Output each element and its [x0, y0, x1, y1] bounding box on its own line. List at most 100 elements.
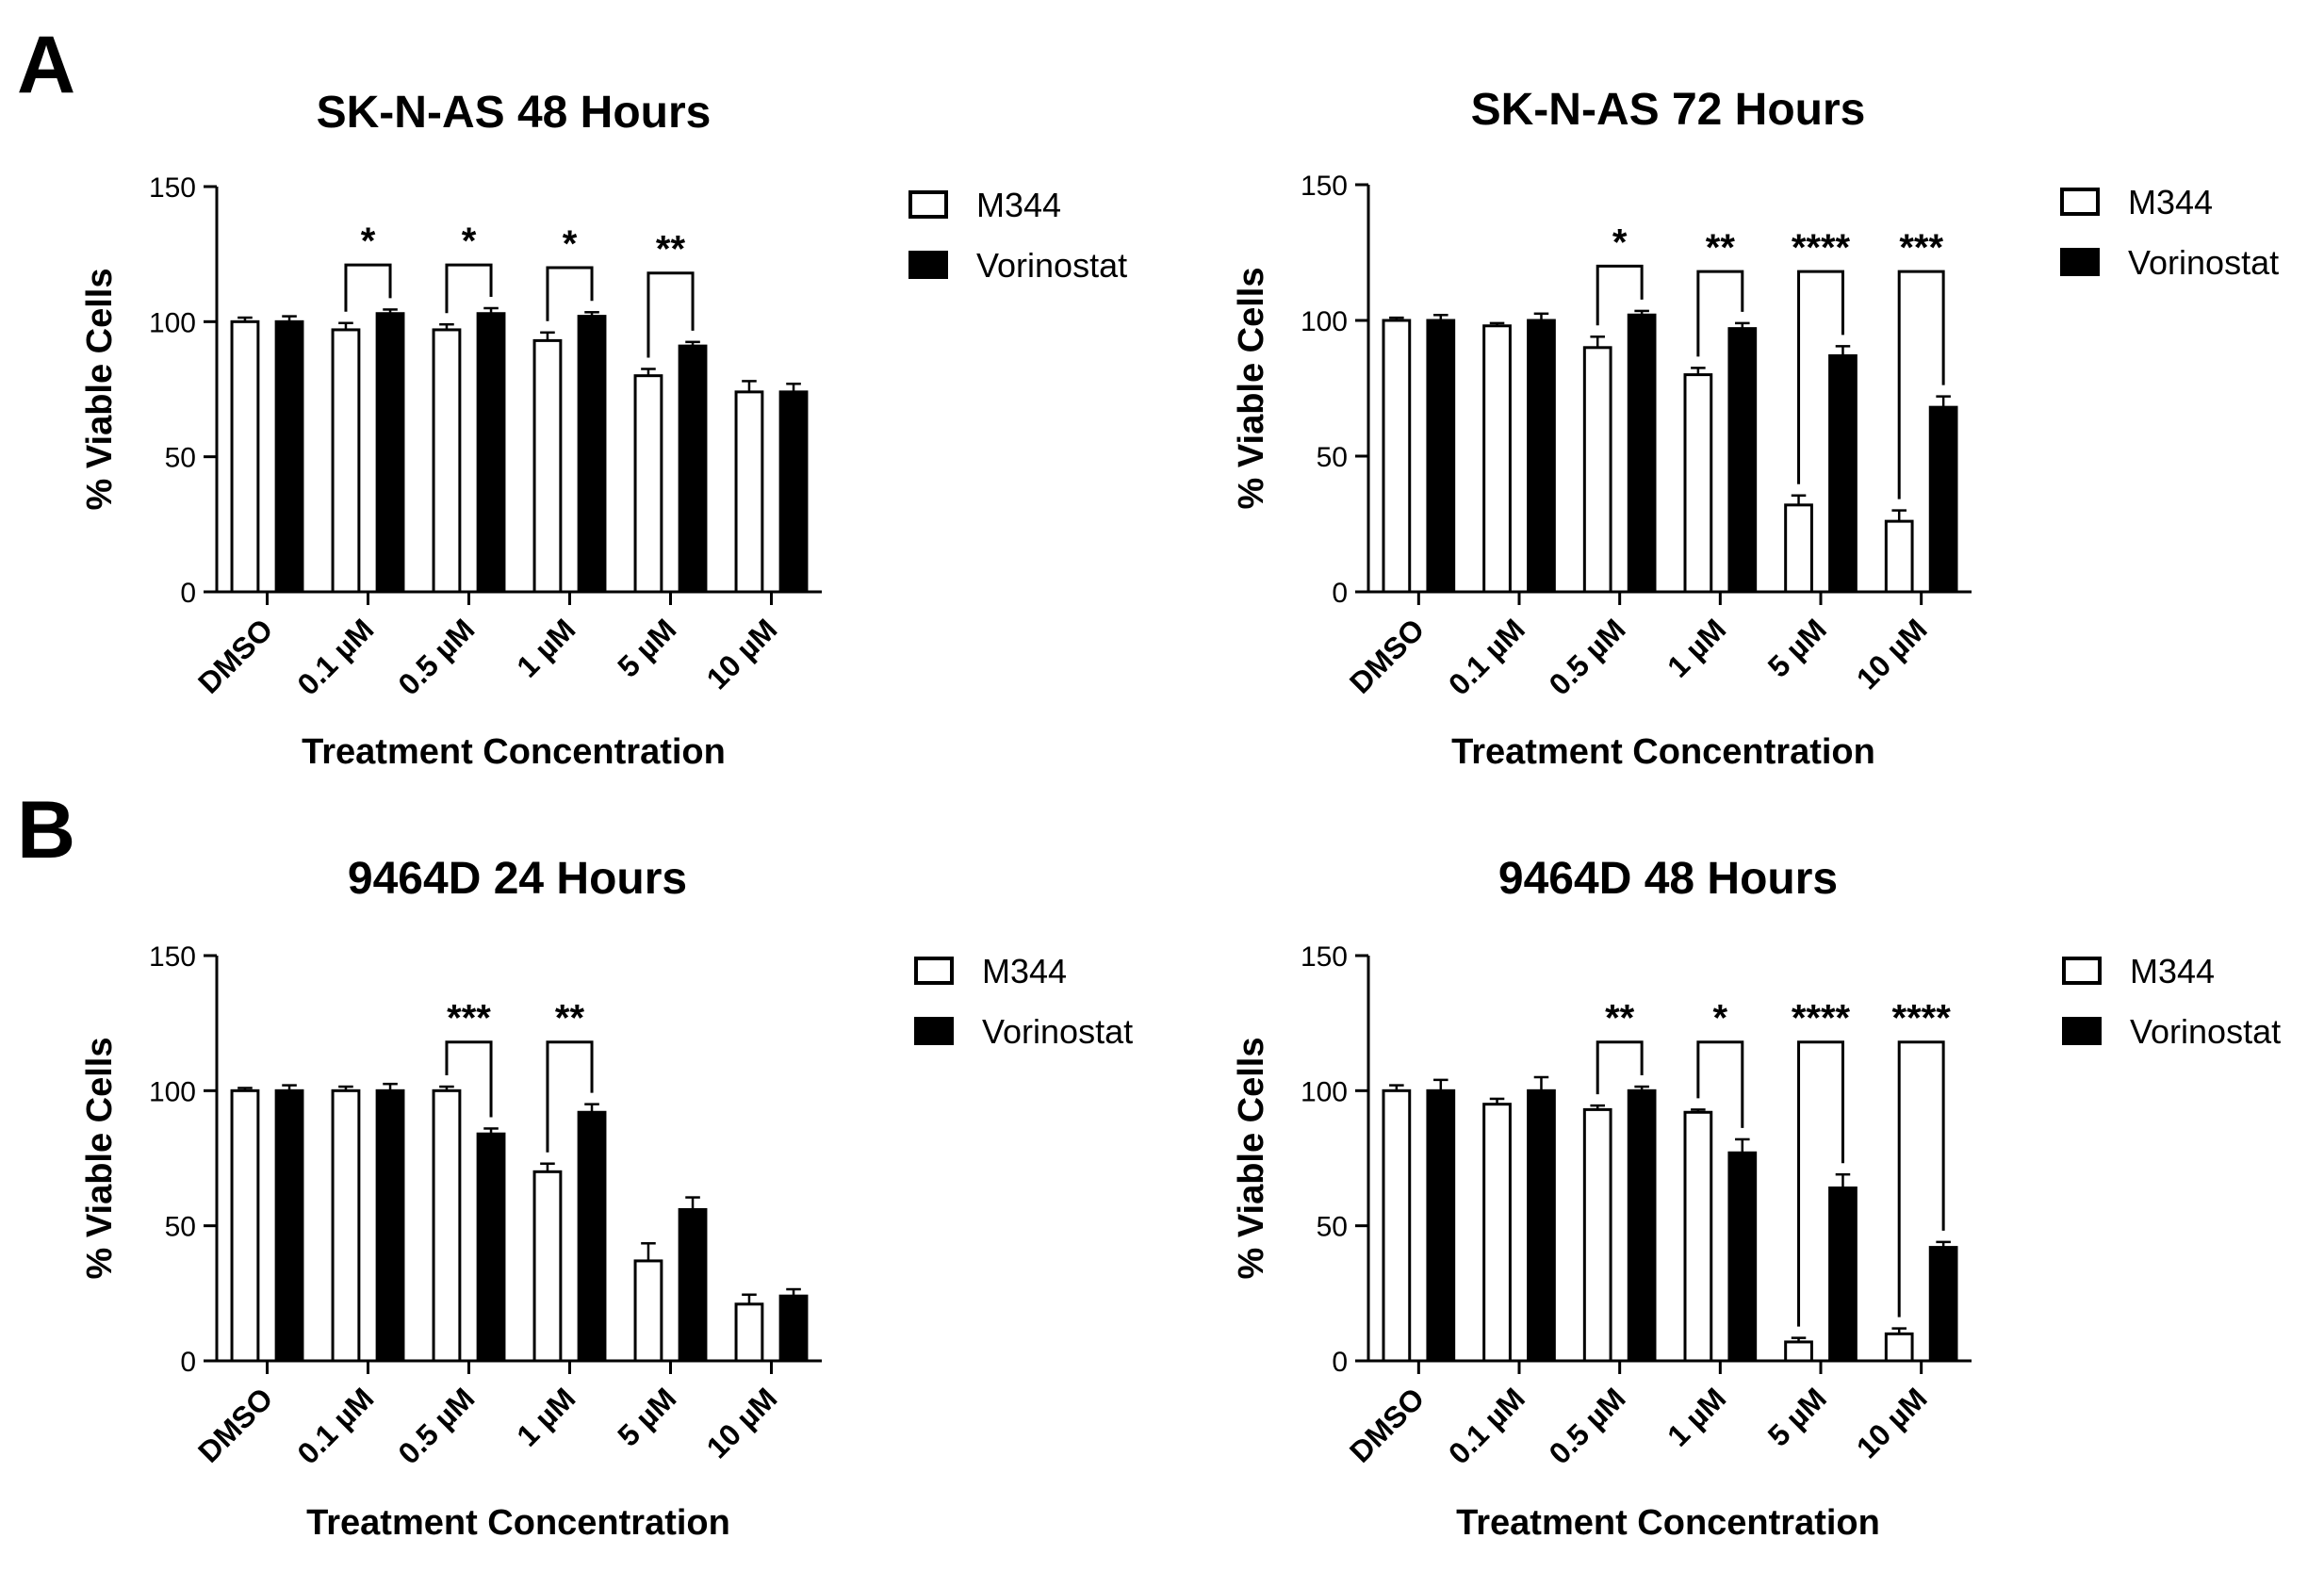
bar-m344 [1784, 1340, 1813, 1363]
y-tick-label: 150 [1301, 941, 1348, 973]
y-tick-label: 150 [149, 941, 196, 973]
significance-bracket [1696, 1040, 1744, 1128]
y-tick-label: 100 [149, 307, 196, 338]
chart-sk-n-as-48h: SK-N-AS 48 Hours 0 50 100 150 % Viable Cells T… [80, 88, 1127, 772]
chart-title: 9464D 24 Hours [348, 854, 687, 904]
legend-swatch-m344 [908, 190, 948, 219]
significance-label: **** [1892, 998, 1952, 1039]
chart-9464d-24h: 9464D 24 Hours 0 50 100 150 % Viable Cells Tre… [80, 854, 1133, 1543]
x-tick-label: DMSO [191, 1381, 279, 1468]
x-axis-title: Treatment Concentration [306, 1503, 730, 1543]
y-tick-label: 50 [165, 1212, 196, 1243]
significance-bracket [1596, 1040, 1644, 1095]
bar-m344 [1683, 1110, 1713, 1363]
x-axis-title: Treatment Concentration [302, 732, 726, 772]
y-tick-label: 100 [1301, 1076, 1348, 1107]
significance-label: ** [555, 998, 585, 1039]
legend-swatch-vorinostat [908, 251, 948, 279]
bar-vorinostat [1727, 327, 1758, 594]
bar-m344 [331, 328, 361, 594]
significance-bracket [1897, 1040, 1945, 1317]
legend-label-m344: M344 [2128, 183, 2213, 221]
bar-m344 [1482, 324, 1512, 594]
bar-vorinostat [1426, 319, 1456, 594]
bar-m344 [230, 1088, 260, 1363]
bar-vorinostat [1426, 1088, 1456, 1363]
x-tick-label: 10 µM [1850, 612, 1934, 695]
legend-swatch-vorinostat [2060, 248, 2100, 276]
significance-label: **** [1792, 227, 1851, 269]
x-tick-label: DMSO [191, 612, 279, 699]
significance-label: *** [447, 998, 491, 1039]
x-tick-label: 0.1 µM [290, 1381, 380, 1470]
y-axis-title: % Viable Cells [1232, 268, 1271, 510]
bar-m344 [1884, 519, 1914, 594]
bar-vorinostat [1527, 1088, 1556, 1363]
bar-m344 [1683, 373, 1713, 594]
x-tick-label: 5 µM [611, 1381, 682, 1452]
legend-swatch-m344 [914, 957, 954, 985]
legend-label-m344: M344 [982, 952, 1067, 990]
x-axis-title: Treatment Concentration [1451, 732, 1875, 772]
significance-label: ** [1706, 227, 1736, 269]
significance-bracket [546, 1040, 594, 1153]
y-axis-title: % Viable Cells [80, 269, 120, 511]
x-tick-label: 5 µM [1761, 1381, 1833, 1452]
legend-label-m344: M344 [2130, 952, 2215, 990]
bar-m344 [331, 1088, 361, 1363]
bar-m344 [230, 319, 260, 594]
bar-vorinostat [375, 1088, 405, 1363]
bar-m344 [1582, 1107, 1612, 1363]
x-tick-label: 0.5 µM [1543, 1381, 1632, 1470]
significance-bracket [1797, 270, 1844, 484]
x-tick-label: 5 µM [1761, 612, 1833, 683]
significance-bracket [646, 271, 695, 358]
significance-label: * [1713, 998, 1728, 1039]
legend-swatch-m344 [2062, 957, 2102, 985]
y-tick-label: 150 [1301, 171, 1348, 202]
x-tick-label: DMSO [1343, 612, 1431, 699]
bar-m344 [1784, 503, 1813, 594]
significance-bracket [1897, 270, 1945, 499]
bar-m344 [633, 1259, 663, 1363]
x-tick-label: 0.5 µM [1543, 612, 1632, 701]
significance-bracket [1696, 270, 1744, 357]
x-tick-label: 0.1 µM [1442, 612, 1531, 701]
bar-m344 [1382, 319, 1412, 594]
significance-label: ** [656, 229, 686, 270]
bar-vorinostat [577, 1110, 607, 1363]
x-tick-label: 10 µM [700, 612, 784, 695]
bar-vorinostat [1928, 405, 1958, 594]
bar-m344 [1884, 1332, 1914, 1363]
significance-label: * [563, 223, 578, 265]
significance-label: * [1612, 221, 1628, 263]
legend-swatch-m344 [2060, 188, 2100, 216]
bar-vorinostat [476, 312, 506, 594]
chart-title: SK-N-AS 48 Hours [317, 88, 712, 138]
bar-m344 [532, 1170, 563, 1363]
chart-9464d-48h: 9464D 48 Hours 0 50 100 150 % Viable Cells Tre… [1232, 854, 2281, 1543]
y-tick-label: 100 [1301, 306, 1348, 337]
bar-m344 [432, 328, 462, 594]
bar-vorinostat [1627, 1088, 1657, 1363]
bar-vorinostat [274, 319, 304, 594]
bar-m344 [734, 390, 764, 594]
bar-vorinostat [678, 1207, 708, 1363]
bar-m344 [633, 374, 663, 594]
bar-vorinostat [1828, 353, 1858, 594]
y-tick-label: 0 [1332, 578, 1348, 609]
bar-vorinostat [577, 315, 607, 594]
bar-vorinostat [1928, 1246, 1958, 1363]
x-tick-label: 1 µM [1661, 1381, 1732, 1452]
x-tick-label: 10 µM [700, 1381, 784, 1465]
y-tick-label: 50 [165, 443, 196, 474]
significance-bracket [546, 266, 594, 321]
x-tick-label: 5 µM [611, 612, 682, 683]
significance-bracket [445, 263, 493, 314]
bar-m344 [1582, 346, 1612, 594]
bar-vorinostat [1627, 313, 1657, 594]
significance-bracket [344, 263, 392, 312]
y-tick-label: 100 [149, 1076, 196, 1107]
bar-vorinostat [476, 1132, 506, 1363]
